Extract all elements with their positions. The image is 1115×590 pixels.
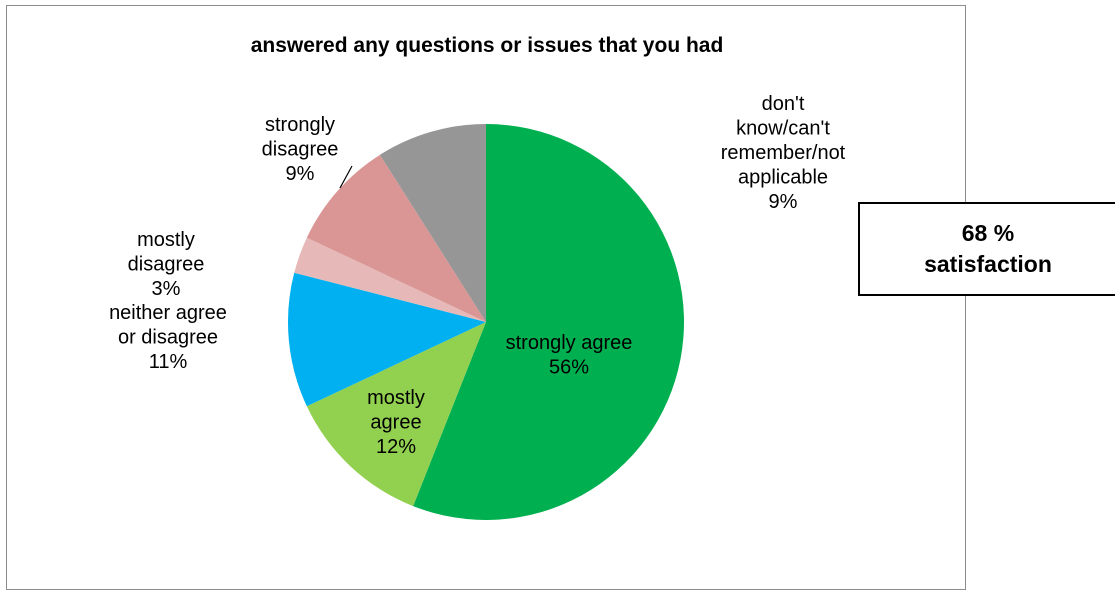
slice-label-4: strongly disagree 9% xyxy=(262,114,339,185)
pie-slice-2 xyxy=(288,272,486,407)
pie-slices xyxy=(288,124,684,520)
satisfaction-callout: 68 % satisfaction xyxy=(858,202,1115,296)
slice-labels: strongly agree 56% mostly agree 12% neither a… xyxy=(109,93,846,458)
chart-title: answered any questions or issues that yo… xyxy=(251,34,724,57)
pie-slice-3 xyxy=(294,237,486,322)
slice-label-2: neither agree or disagree 11% xyxy=(109,302,227,373)
slice-label-1: mostly agree 12% xyxy=(367,387,425,458)
slice-label-5: don't know/can't remember/not applicable 9% xyxy=(721,93,846,213)
slice-label-0: strongly agree 56% xyxy=(506,332,633,379)
satisfaction-callout-text: 68 % satisfaction xyxy=(924,220,1052,277)
pie-slice-5 xyxy=(379,124,486,322)
pie-slice-4 xyxy=(306,154,486,322)
pie-slice-1 xyxy=(306,322,486,507)
leader-line xyxy=(339,165,353,189)
pie-slice-0 xyxy=(413,124,684,520)
slice-label-3: mostly disagree 3% xyxy=(128,229,205,300)
